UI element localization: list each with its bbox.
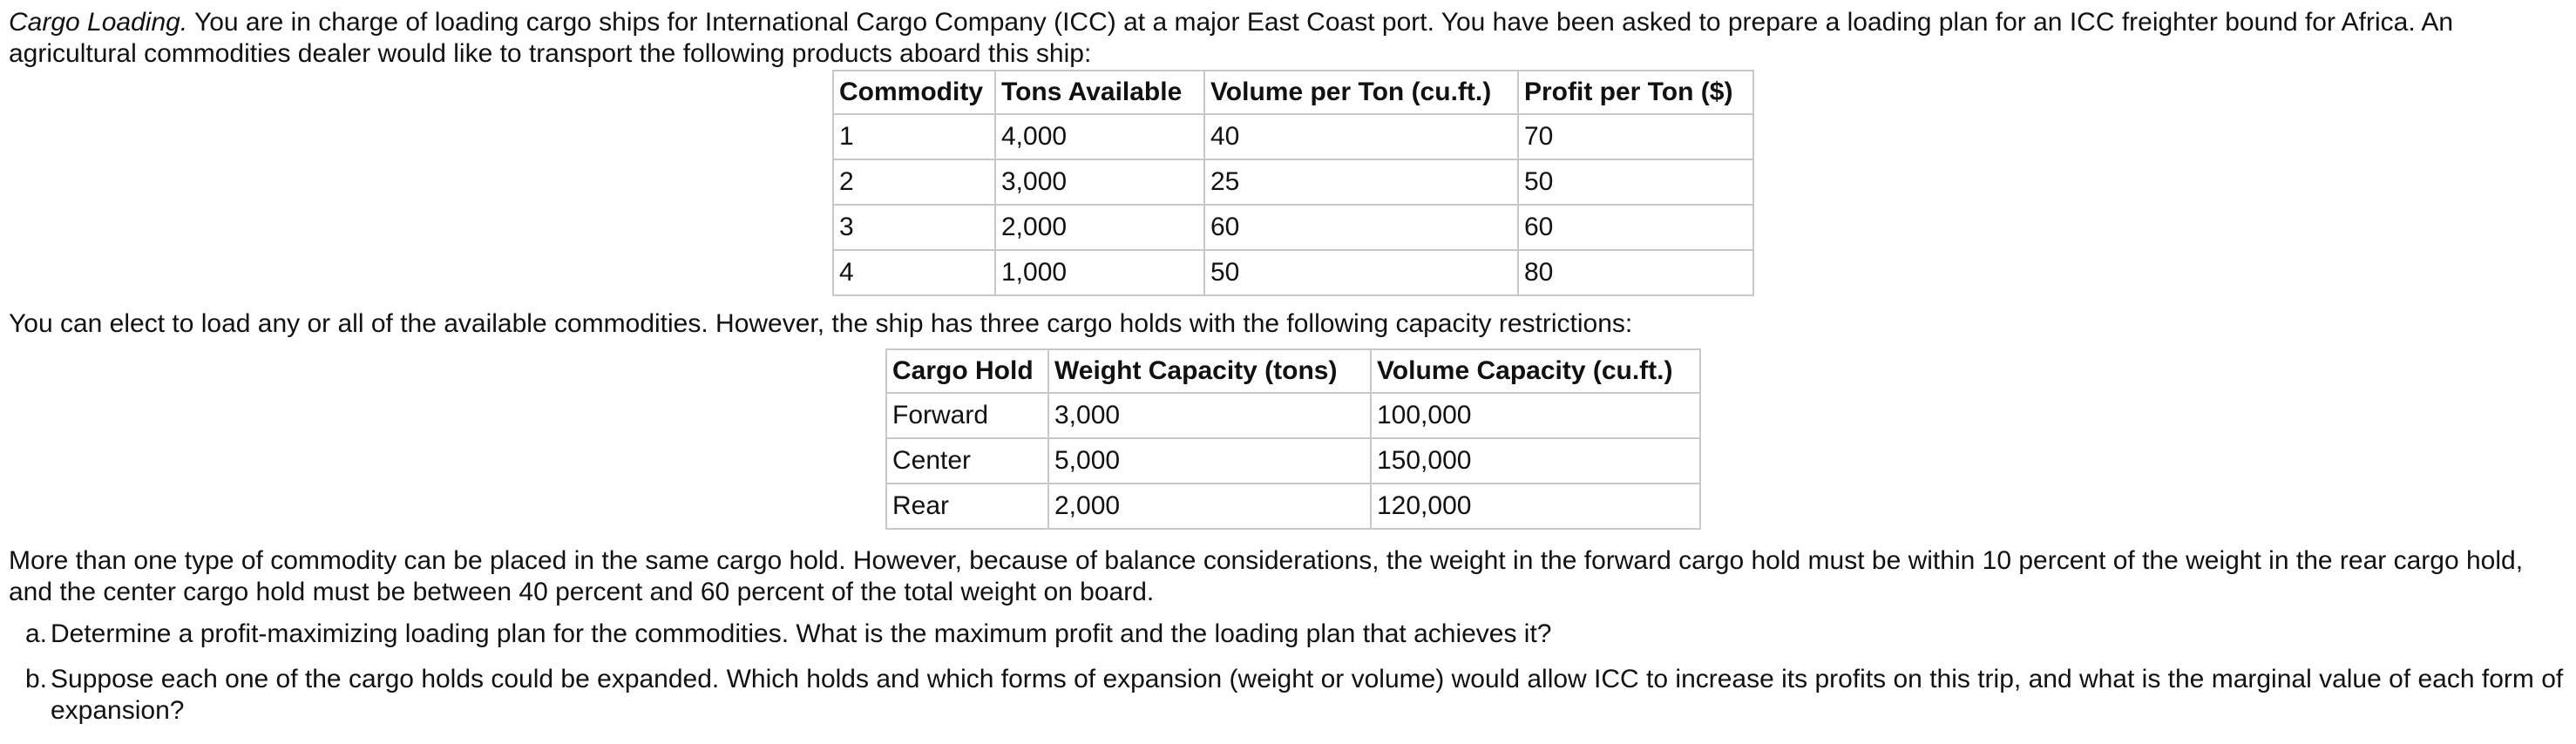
cell-commodity: 4 <box>832 249 996 296</box>
cell-weight-capacity: 5,000 <box>1047 437 1372 484</box>
cell-profit-per-ton: 80 <box>1517 249 1754 296</box>
cell-weight-capacity: 3,000 <box>1047 392 1372 439</box>
question-list: a. Determine a profit-maximizing loading… <box>9 619 2567 727</box>
question-marker: a. <box>24 619 47 648</box>
cell-volume-capacity: 150,000 <box>1370 437 1701 484</box>
cell-profit-per-ton: 50 <box>1517 159 1754 206</box>
table-row: 2 3,000 25 50 <box>832 159 1754 206</box>
cargo-holds-table: Cargo Hold Weight Capacity (tons) Volume… <box>885 348 1701 530</box>
cell-volume-per-ton: 40 <box>1203 113 1519 160</box>
header-cargo-hold: Cargo Hold <box>885 348 1049 394</box>
cell-cargo-hold: Rear <box>885 483 1049 530</box>
cell-weight-capacity: 2,000 <box>1047 483 1372 530</box>
commodities-table-wrapper: Commodity Tons Available Volume per Ton … <box>9 70 2567 296</box>
table-row: Center 5,000 150,000 <box>885 437 1701 484</box>
cell-tons-available: 4,000 <box>994 113 1205 160</box>
cell-profit-per-ton: 70 <box>1517 113 1754 160</box>
question-text: Suppose each one of the cargo holds coul… <box>51 665 2564 725</box>
cell-volume-per-ton: 60 <box>1203 204 1519 251</box>
intro-text: You are in charge of loading cargo ships… <box>9 8 2454 68</box>
cell-volume-per-ton: 50 <box>1203 249 1519 296</box>
question-marker: b. <box>24 665 47 693</box>
header-profit-per-ton: Profit per Ton ($) <box>1517 70 1754 115</box>
cell-tons-available: 3,000 <box>994 159 1205 206</box>
table-header-row: Cargo Hold Weight Capacity (tons) Volume… <box>885 348 1701 394</box>
header-tons-available: Tons Available <box>994 70 1205 115</box>
cell-volume-capacity: 100,000 <box>1370 392 1701 439</box>
problem-title: Cargo Loading. <box>9 8 188 37</box>
table-row: Rear 2,000 120,000 <box>885 483 1701 530</box>
question-a: a. Determine a profit-maximizing loading… <box>17 619 2567 650</box>
question-text: Determine a profit-maximizing loading pl… <box>51 619 1552 648</box>
table-row: 1 4,000 40 70 <box>832 113 1754 160</box>
cell-commodity: 3 <box>832 204 996 251</box>
intro-paragraph: Cargo Loading. You are in charge of load… <box>9 7 2567 70</box>
commodities-table: Commodity Tons Available Volume per Ton … <box>832 70 1754 296</box>
cell-tons-available: 2,000 <box>994 204 1205 251</box>
table-header-row: Commodity Tons Available Volume per Ton … <box>832 70 1754 115</box>
cell-profit-per-ton: 60 <box>1517 204 1754 251</box>
header-commodity: Commodity <box>832 70 996 115</box>
cell-commodity: 2 <box>832 159 996 206</box>
cell-cargo-hold: Center <box>885 437 1049 484</box>
capacity-paragraph: You can elect to load any or all of the … <box>9 309 1633 338</box>
holds-table-wrapper: Cargo Hold Weight Capacity (tons) Volume… <box>9 348 2567 530</box>
cell-commodity: 1 <box>832 113 996 160</box>
table-row: 4 1,000 50 80 <box>832 249 1754 296</box>
cell-volume-per-ton: 25 <box>1203 159 1519 206</box>
cell-cargo-hold: Forward <box>885 392 1049 439</box>
header-weight-capacity: Weight Capacity (tons) <box>1047 348 1372 394</box>
header-volume-per-ton: Volume per Ton (cu.ft.) <box>1203 70 1519 115</box>
cell-volume-capacity: 120,000 <box>1370 483 1701 530</box>
table-row: 3 2,000 60 60 <box>832 204 1754 251</box>
question-b: b. Suppose each one of the cargo holds c… <box>17 664 2567 727</box>
table-row: Forward 3,000 100,000 <box>885 392 1701 439</box>
cell-tons-available: 1,000 <box>994 249 1205 296</box>
balance-paragraph: More than one type of commodity can be p… <box>9 546 2524 606</box>
header-volume-capacity: Volume Capacity (cu.ft.) <box>1370 348 1701 394</box>
